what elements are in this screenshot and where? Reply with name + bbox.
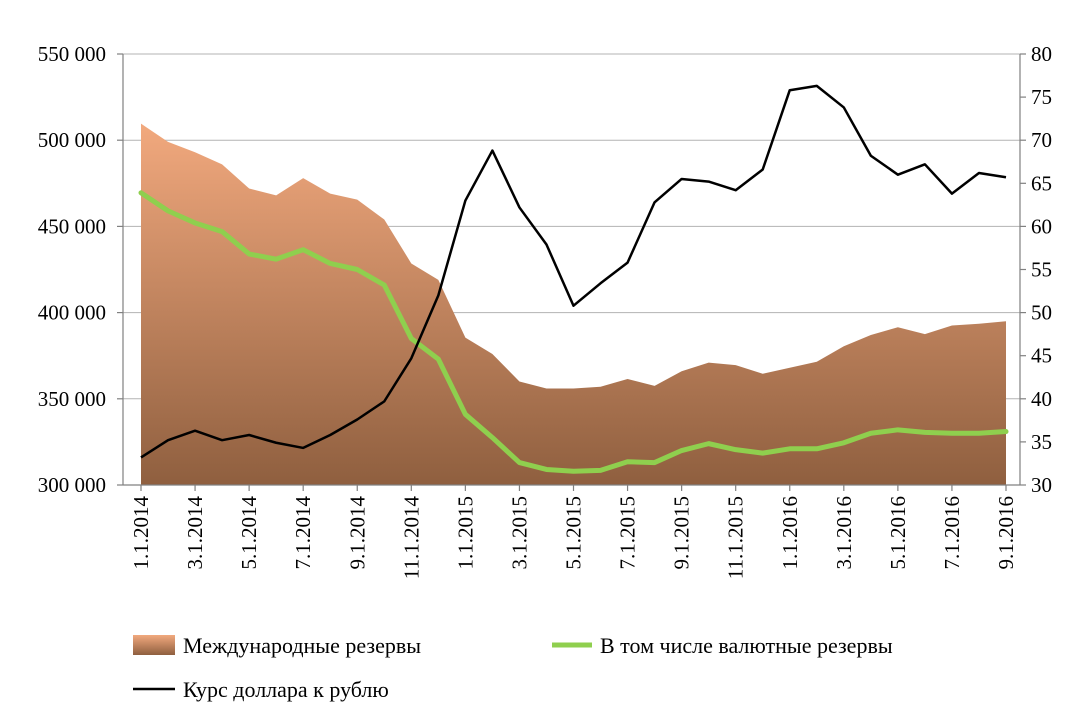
- x-tick-label: 3.1.2014: [183, 496, 207, 570]
- y-left-tick-label: 350 000: [38, 387, 106, 411]
- y-right-tick-label: 45: [1031, 344, 1052, 368]
- x-tick-label: 3.1.2016: [832, 496, 856, 570]
- y-left-tick-label: 500 000: [38, 128, 106, 152]
- legend-label-area: Международные резервы: [183, 633, 421, 658]
- x-tick-label: 11.1.2015: [724, 496, 748, 579]
- x-tick-label: 9.1.2015: [670, 496, 694, 570]
- x-tick-label: 3.1.2015: [507, 496, 531, 570]
- x-tick-label: 7.1.2015: [616, 496, 640, 570]
- y-right-tick-label: 35: [1031, 430, 1052, 454]
- x-tick-label: 7.1.2016: [940, 496, 964, 570]
- y-right-tick-label: 80: [1031, 42, 1052, 66]
- x-tick-labels: 1.1.2014 3.1.2014 5.1.2014 7.1.2014 9.1.2014…: [129, 496, 1018, 580]
- y-right-tick-label: 75: [1031, 85, 1052, 109]
- y-left-tick-label: 400 000: [38, 301, 106, 325]
- x-tick-label: 9.1.2014: [345, 496, 369, 570]
- y-right-tick-label: 70: [1031, 128, 1052, 152]
- y-left-tick-labels: 300 000 350 000 400 000 450 000 500 000 550 0…: [38, 42, 106, 497]
- legend-swatch-area: [133, 635, 175, 655]
- y-right-tick-label: 40: [1031, 387, 1052, 411]
- axes: [117, 53, 1026, 491]
- y-right-tick-label: 30: [1031, 473, 1052, 497]
- legend-label-black: Курс доллара к рублю: [183, 677, 389, 702]
- y-right-tick-label: 55: [1031, 258, 1052, 282]
- x-tick-label: 9.1.2016: [994, 496, 1018, 570]
- legend-label-green: В том числе валютные резервы: [600, 633, 893, 658]
- x-tick-label: 5.1.2014: [237, 496, 261, 570]
- x-tick-label: 11.1.2014: [399, 496, 423, 580]
- y-right-tick-labels: 30 35 40 45 50 55 60 65 70 75 80: [1031, 42, 1052, 497]
- y-right-tick-label: 50: [1031, 301, 1052, 325]
- series-line-currency-reserves: [138, 190, 1009, 474]
- y-left-tick-label: 300 000: [38, 473, 106, 497]
- series-line-layer: [138, 84, 1009, 474]
- x-tick-label: 1.1.2015: [453, 496, 477, 570]
- x-tick-label: 5.1.2016: [886, 496, 910, 570]
- y-left-tick-label: 550 000: [38, 42, 106, 66]
- x-tick-label: 1.1.2014: [129, 496, 153, 570]
- y-right-tick-label: 65: [1031, 171, 1052, 195]
- series-line-usd-rub-rate: [140, 84, 1007, 459]
- series-area-layer: [141, 123, 1006, 485]
- x-tick-label: 7.1.2014: [291, 496, 315, 570]
- y-right-tick-label: 60: [1031, 214, 1052, 238]
- legend: Международные резервы В том числе валютн…: [133, 633, 893, 702]
- x-tick-label: 5.1.2015: [562, 496, 586, 570]
- x-tick-label: 1.1.2016: [778, 496, 802, 570]
- series-area-international-reserves: [141, 123, 1006, 485]
- y-left-tick-label: 450 000: [38, 214, 106, 238]
